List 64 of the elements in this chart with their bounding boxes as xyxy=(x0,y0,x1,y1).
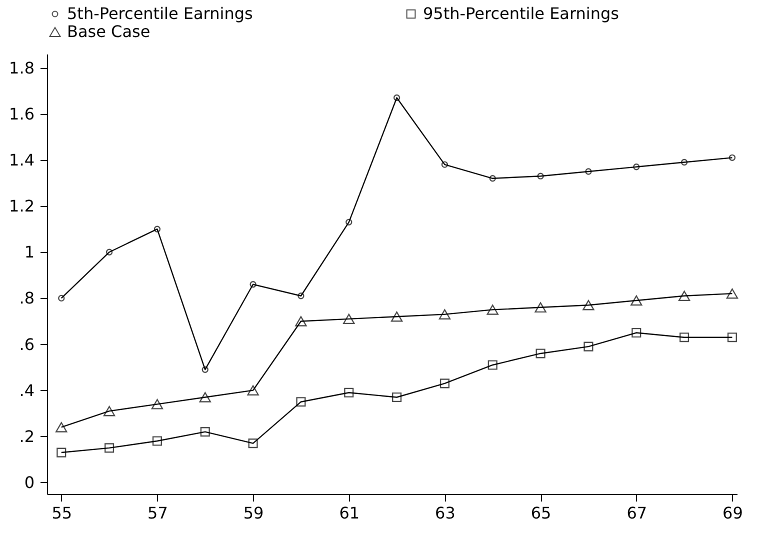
x-tick-label: 67 xyxy=(626,504,648,522)
point xyxy=(537,172,544,180)
y-tick-label: .8 xyxy=(19,288,34,308)
y-tick-label: 1.4 xyxy=(9,150,34,170)
point xyxy=(680,158,688,166)
point xyxy=(200,427,210,437)
x-tick-label: 63 xyxy=(435,504,456,522)
point xyxy=(489,175,496,182)
point xyxy=(630,295,642,306)
point xyxy=(392,392,402,402)
point xyxy=(393,94,400,102)
point xyxy=(584,342,594,352)
point xyxy=(152,436,162,446)
point xyxy=(151,399,164,410)
point xyxy=(106,248,113,256)
y-tick-label: 1 xyxy=(24,242,34,262)
point xyxy=(104,443,114,453)
point xyxy=(346,218,352,226)
point xyxy=(727,332,737,342)
point xyxy=(247,385,259,396)
point xyxy=(633,164,640,170)
y-tick-label: 1.6 xyxy=(9,104,34,124)
y-tick-label: .4 xyxy=(19,380,34,400)
point xyxy=(344,388,354,398)
point xyxy=(250,281,256,288)
point xyxy=(438,309,451,320)
point xyxy=(103,406,116,416)
y-tick-label: 1.2 xyxy=(9,196,34,216)
point xyxy=(298,292,304,300)
point xyxy=(534,302,546,313)
point xyxy=(296,397,306,407)
point xyxy=(486,304,498,315)
point xyxy=(248,438,258,448)
point xyxy=(585,168,592,175)
point xyxy=(536,348,546,358)
y-tick-label: .6 xyxy=(19,334,34,354)
x-tick-label: 57 xyxy=(148,504,168,522)
point xyxy=(632,328,642,338)
x-tick-label: 61 xyxy=(339,504,360,522)
y-tick-label: .2 xyxy=(19,426,34,446)
point xyxy=(202,366,208,373)
point xyxy=(199,392,211,402)
point xyxy=(678,290,690,302)
x-tick-label: 65 xyxy=(530,504,552,522)
point xyxy=(726,288,738,299)
point xyxy=(441,161,448,168)
x-tick-label: 55 xyxy=(52,504,72,522)
legend-label: 95th-Percentile Earnings xyxy=(423,4,619,23)
point xyxy=(154,226,161,232)
point xyxy=(680,332,690,342)
point xyxy=(582,300,594,310)
legend-label: Base Case xyxy=(67,22,150,41)
y-tick-label: 0 xyxy=(24,472,34,492)
y-tick-label: 1.8 xyxy=(9,58,34,78)
point xyxy=(56,422,68,432)
point xyxy=(488,360,498,370)
x-tick-label: 69 xyxy=(722,504,743,522)
point xyxy=(343,314,355,324)
x-tick-label: 59 xyxy=(243,504,264,522)
point xyxy=(56,448,66,458)
point xyxy=(295,316,307,326)
point xyxy=(390,311,403,322)
point xyxy=(440,378,450,388)
legend-label: 5th-Percentile Earnings xyxy=(67,4,253,23)
